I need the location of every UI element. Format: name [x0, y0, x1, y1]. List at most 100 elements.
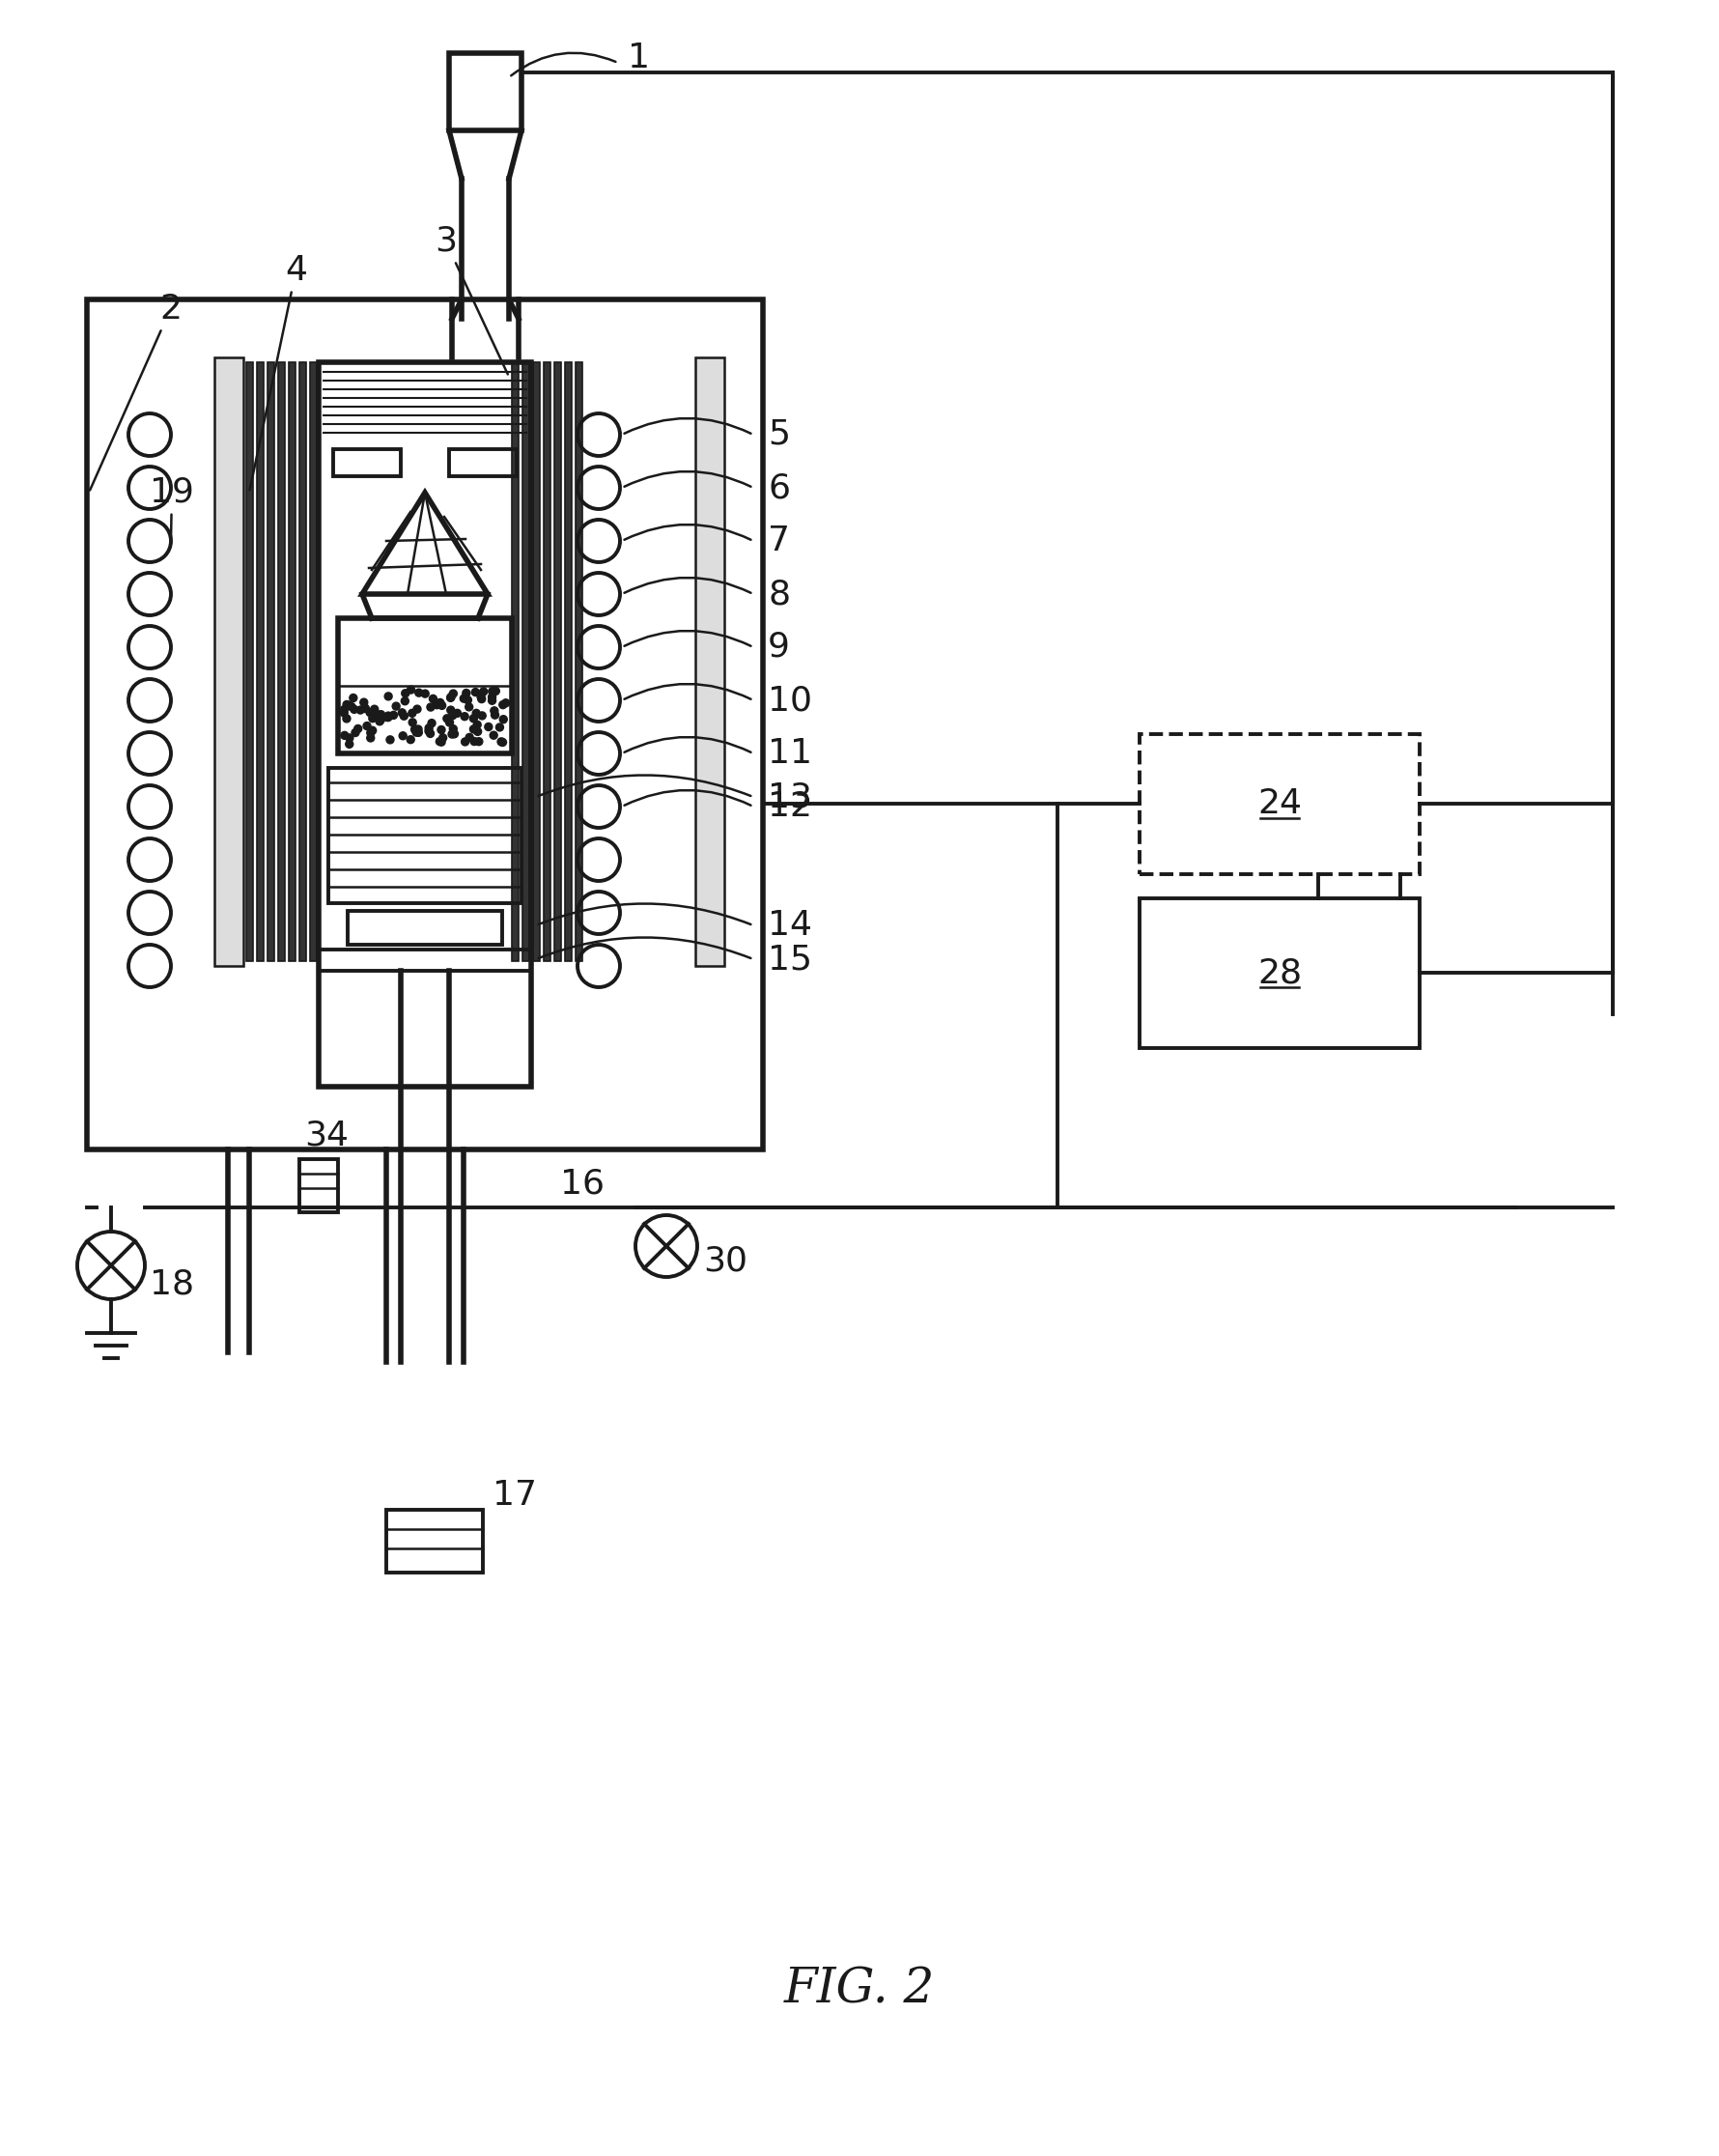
Circle shape — [502, 699, 509, 707]
Circle shape — [490, 731, 497, 740]
Circle shape — [473, 709, 480, 718]
Circle shape — [387, 735, 394, 744]
Circle shape — [500, 716, 507, 722]
Circle shape — [438, 737, 445, 746]
Circle shape — [474, 737, 483, 746]
Circle shape — [466, 733, 473, 742]
Text: 34: 34 — [304, 1119, 349, 1151]
Circle shape — [490, 707, 499, 714]
Circle shape — [368, 727, 376, 735]
Circle shape — [488, 688, 497, 694]
Circle shape — [376, 711, 385, 718]
Circle shape — [499, 701, 507, 709]
Bar — [215, 358, 244, 966]
Text: FIG. 2: FIG. 2 — [784, 1966, 935, 2014]
Circle shape — [407, 735, 414, 744]
Circle shape — [390, 711, 397, 720]
Circle shape — [385, 711, 392, 720]
Circle shape — [401, 696, 409, 705]
Bar — [339, 619, 512, 752]
Bar — [449, 448, 517, 476]
Text: 11: 11 — [768, 737, 811, 770]
Bar — [299, 362, 306, 962]
Circle shape — [488, 696, 497, 705]
Circle shape — [361, 705, 370, 711]
Circle shape — [356, 707, 364, 714]
Circle shape — [480, 688, 488, 696]
Circle shape — [469, 724, 478, 733]
Circle shape — [449, 724, 457, 733]
Circle shape — [445, 718, 454, 727]
Circle shape — [464, 696, 471, 703]
Bar — [318, 949, 531, 970]
Text: 9: 9 — [768, 632, 789, 664]
Bar — [268, 362, 275, 962]
Text: 14: 14 — [768, 910, 811, 942]
Circle shape — [492, 688, 500, 694]
Circle shape — [461, 737, 469, 746]
Circle shape — [461, 694, 468, 703]
Bar — [512, 362, 519, 962]
Bar — [318, 362, 531, 1087]
Circle shape — [469, 714, 478, 722]
Circle shape — [342, 716, 351, 722]
Circle shape — [421, 690, 430, 699]
Circle shape — [447, 692, 456, 701]
Circle shape — [450, 731, 459, 737]
Bar — [347, 910, 502, 944]
Circle shape — [409, 718, 416, 727]
Circle shape — [471, 737, 478, 746]
Circle shape — [399, 709, 406, 716]
Bar — [246, 362, 253, 962]
Circle shape — [411, 724, 419, 733]
Bar — [1140, 735, 1420, 873]
Bar — [533, 362, 540, 962]
Text: 18: 18 — [150, 1268, 194, 1300]
Text: 3: 3 — [435, 224, 507, 375]
Circle shape — [385, 692, 392, 701]
Bar — [694, 358, 724, 966]
Circle shape — [376, 716, 385, 724]
Circle shape — [478, 694, 485, 703]
Bar — [289, 362, 296, 962]
Circle shape — [383, 714, 390, 720]
Text: 19: 19 — [150, 476, 194, 539]
Bar — [1140, 899, 1420, 1048]
Circle shape — [407, 686, 414, 694]
Circle shape — [413, 705, 421, 714]
Circle shape — [414, 690, 423, 696]
Circle shape — [351, 705, 358, 714]
Circle shape — [462, 690, 471, 696]
Text: 7: 7 — [768, 524, 791, 558]
Circle shape — [438, 733, 447, 742]
Circle shape — [488, 694, 497, 701]
Circle shape — [428, 720, 435, 727]
Circle shape — [426, 729, 435, 737]
Bar — [88, 300, 763, 1149]
Circle shape — [354, 724, 361, 733]
Bar — [387, 1509, 483, 1572]
Circle shape — [375, 711, 382, 718]
Bar — [566, 362, 572, 962]
Circle shape — [478, 692, 485, 701]
Circle shape — [414, 729, 423, 737]
Text: 1: 1 — [627, 41, 650, 73]
Circle shape — [376, 718, 383, 724]
Circle shape — [444, 714, 450, 722]
Circle shape — [340, 705, 347, 714]
Circle shape — [363, 722, 371, 731]
Text: 13: 13 — [768, 780, 811, 813]
Circle shape — [499, 737, 507, 746]
Circle shape — [385, 714, 392, 720]
Circle shape — [466, 703, 473, 711]
Text: 6: 6 — [768, 472, 791, 505]
Circle shape — [437, 737, 444, 746]
Bar — [299, 1160, 339, 1212]
Text: 24: 24 — [1257, 787, 1301, 819]
Bar — [576, 362, 583, 962]
Circle shape — [478, 711, 486, 720]
Circle shape — [449, 731, 456, 737]
Circle shape — [366, 733, 375, 742]
Bar — [309, 362, 316, 962]
Text: 15: 15 — [768, 942, 811, 977]
